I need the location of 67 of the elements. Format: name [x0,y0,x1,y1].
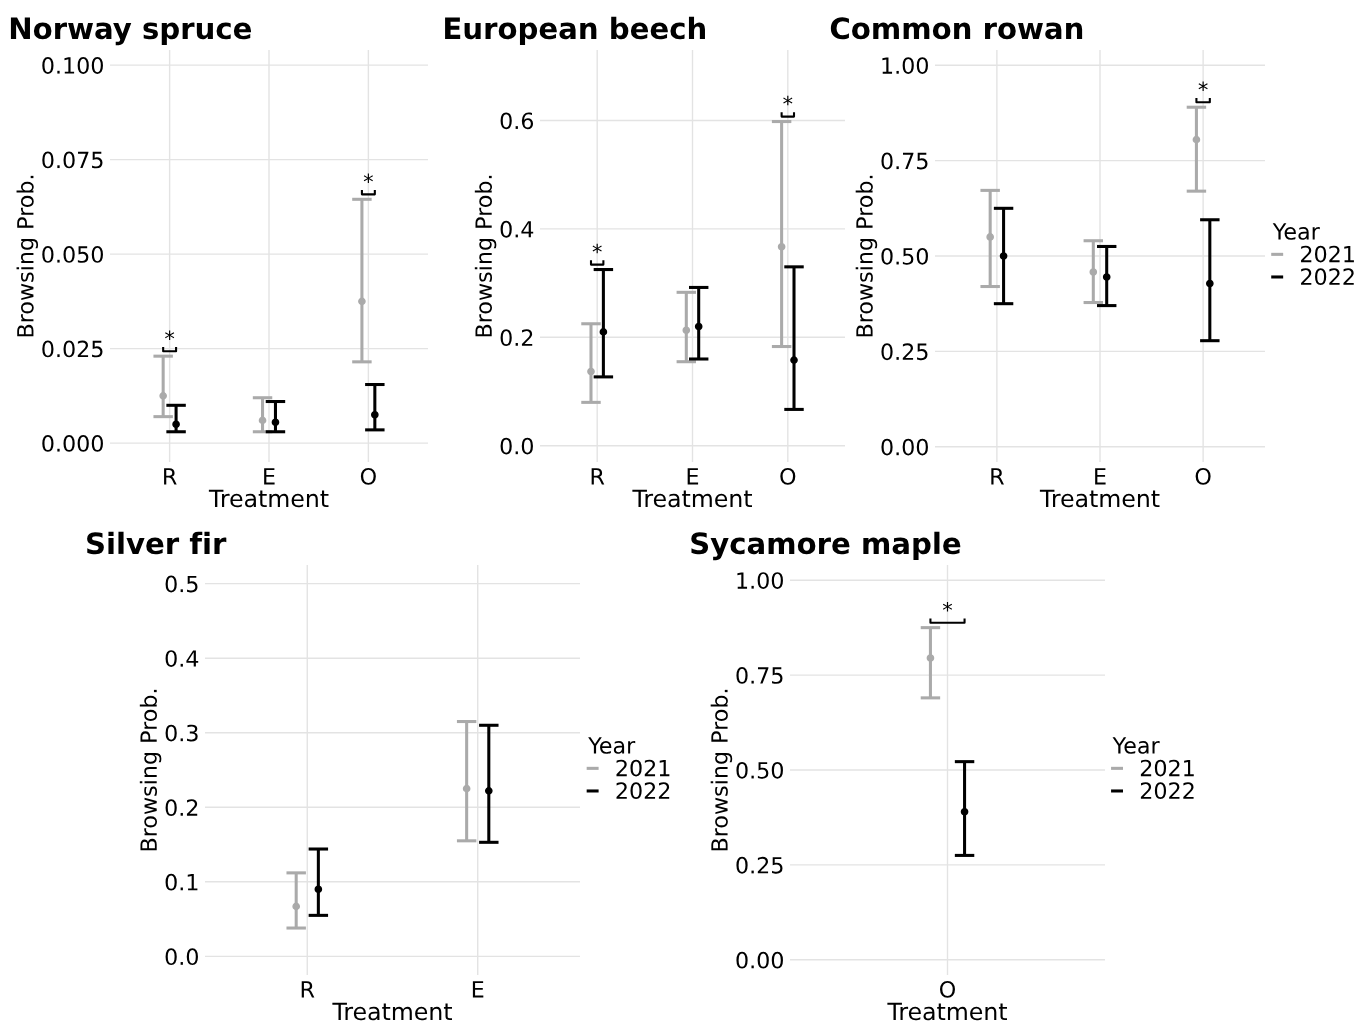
y-tick-label: 0.025 [42,340,103,358]
annotation: * [363,173,373,184]
x-axis-title: Treatment [1039,489,1160,508]
x-axis-title: Treatment [208,489,329,508]
y-tick-label: 0.50 [736,761,783,779]
x-tick-label: O [940,980,955,998]
annotation: * [942,601,953,612]
y-tick-label: 0.50 [881,247,928,265]
y-tick-label: 0.25 [881,343,928,361]
legend-label: 2021 [1140,759,1194,777]
annotation: * [165,330,175,340]
y-tick-label: 0.75 [736,667,783,684]
y-axis-title: Browsing Prob. [855,175,878,337]
chart-title: Common rowan [830,17,1083,40]
y-tick-label: 0.100 [42,57,103,74]
y-tick-label: 0.25 [736,856,783,874]
y-tick-label: 0.3 [165,724,198,742]
x-tick-label: R [591,468,605,485]
x-tick-label: R [164,468,177,485]
x-tick-label: E [472,981,484,998]
y-tick-label: 0.75 [881,152,928,170]
chart-title: Sycamore maple [691,531,961,561]
legend-title: Year [1112,737,1160,754]
y-tick-label: 1.00 [882,57,928,75]
y-axis-title: Browsing Prob. [710,689,733,851]
x-tick-label: E [1095,468,1106,485]
y-tick-label: 0.00 [881,438,928,456]
legend-title: Year [1272,223,1320,240]
y-tick-label: 0.6 [500,112,534,130]
x-tick-label: R [991,468,1004,485]
x-axis-title: Treatment [632,489,752,508]
y-tick-label: 0.4 [165,650,199,667]
y-tick-label: 0.4 [500,220,534,238]
y-axis-title: Browsing Prob. [474,175,497,337]
y-tick-label: 0.2 [500,329,533,347]
y-tick-label: 0.0 [165,948,198,966]
y-axis-title: Browsing Prob. [139,689,162,851]
annotation: * [783,95,793,106]
y-axis-title: Browsing Prob. [16,175,39,337]
chart-title: Norway spruce [10,17,251,46]
y-tick-label: 0.0 [500,437,533,455]
annotation: * [592,243,602,254]
legend-label: 2022 [1301,268,1354,286]
chart-title: Silver fir [87,531,227,555]
y-tick-label: 0.000 [42,435,103,452]
annotation: * [1198,81,1208,91]
y-tick-label: 0.1 [165,873,198,891]
x-tick-label: E [264,468,275,485]
x-tick-label: R [301,981,315,998]
legend-label: 2021 [616,759,670,777]
y-tick-label: 0.00 [736,951,783,969]
x-axis-title: Treatment [887,1002,1007,1021]
legend-label: 2021 [1301,245,1354,263]
y-tick-label: 0.075 [42,151,103,169]
x-tick-label: E [687,468,699,485]
x-tick-label: O [780,467,796,485]
y-tick-label: 0.2 [165,799,198,817]
y-tick-label: 1.00 [737,572,783,589]
chart-title: European beech [445,16,705,45]
y-tick-label: 0.050 [42,246,103,263]
x-tick-label: O [1195,467,1211,485]
x-tick-label: O [360,467,376,485]
y-tick-label: 0.5 [165,575,198,593]
legend-label: 2022 [616,782,670,800]
x-axis-title: Treatment [332,1002,452,1021]
legend-label: 2022 [1140,782,1194,800]
legend-title: Year [588,737,636,754]
